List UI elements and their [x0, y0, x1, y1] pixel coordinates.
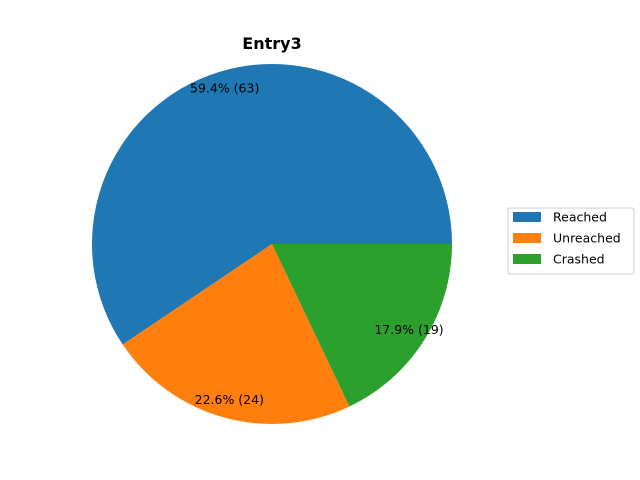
- pie-slice-unreached: [122, 244, 350, 424]
- legend: Reached Unreached Crashed: [507, 207, 635, 275]
- legend-label-unreached: Unreached: [553, 231, 621, 246]
- pie-label-unreached: 22.6% (24): [195, 392, 264, 407]
- pie-slice-crashed: [272, 244, 452, 407]
- pie-label-reached: 59.4% (63): [190, 81, 259, 96]
- legend-swatch-unreached: [513, 233, 541, 243]
- legend-label-crashed: Crashed: [553, 252, 605, 267]
- chart-title: Entry3: [242, 34, 301, 53]
- pie-label-crashed: 17.9% (19): [374, 322, 443, 337]
- pie-slices: [92, 64, 453, 424]
- legend-swatch-crashed: [513, 254, 541, 264]
- legend-swatch-reached: [513, 212, 541, 222]
- legend-label-reached: Reached: [553, 210, 607, 225]
- pie-labels: 59.4% (63) 22.6% (24) 17.9% (19): [190, 81, 444, 407]
- pie-slice-reached: [92, 64, 453, 345]
